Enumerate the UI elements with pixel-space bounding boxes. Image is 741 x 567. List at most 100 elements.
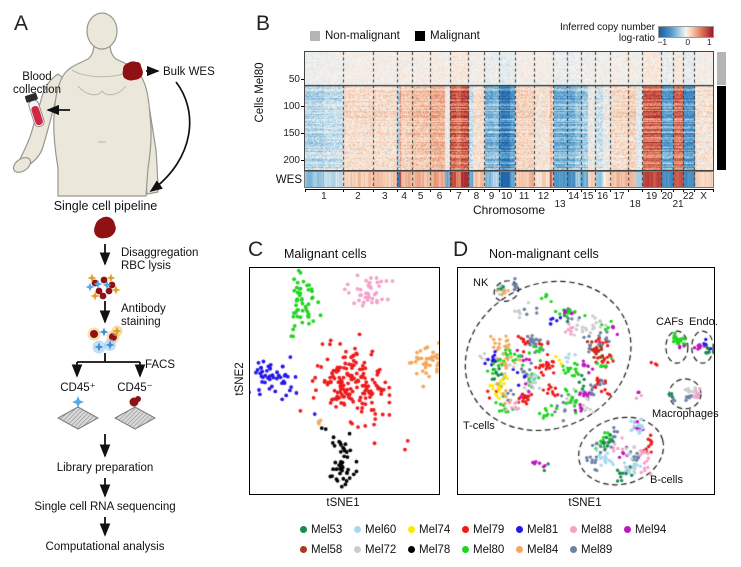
staining-label: staining (121, 316, 161, 328)
legend-label-Mel72: Mel72 (365, 544, 397, 556)
chromosome-axis-tick (553, 189, 555, 192)
legend-label-Mel89: Mel89 (581, 544, 613, 556)
macrophages-cluster-label: Macrophages (652, 408, 719, 420)
tumor-sample-icon (94, 216, 116, 239)
heatmap-ytick-label: 100 (283, 101, 300, 113)
tsne-malignant-plot (249, 267, 440, 495)
stained-cells-icon (87, 325, 123, 354)
chromosome-axis-tick (342, 189, 344, 192)
legend-item-Mel72: Mel72 (354, 544, 408, 556)
endo-cluster-label: Endo. (689, 316, 718, 328)
wes-row-label: WES (275, 174, 302, 186)
chromosome-label-6: 6 (436, 191, 443, 202)
nonmalignant-legend-label: Non-malignant (325, 30, 400, 42)
chromosome-label-X: X (700, 191, 707, 202)
legend-dot-Mel80 (462, 546, 469, 553)
cd45-positive-label: CD45⁺ (60, 382, 96, 394)
legend-label-Mel81: Mel81 (527, 524, 559, 536)
chromosome-label-22: 22 (682, 191, 694, 202)
sequencing-label: Single cell RNA sequencing (34, 501, 176, 513)
chromosome-axis-tick (514, 189, 516, 192)
library-preparation-label: Library preparation (56, 462, 154, 474)
legend-item-Mel94: Mel94 (624, 524, 678, 536)
nonmalignant-sidebar (717, 52, 726, 85)
analysis-label: Computational analysis (45, 541, 165, 553)
cell-cluster-icon (85, 273, 121, 301)
chromosome-label-10: 10 (501, 191, 513, 202)
chromosome-axis-tick (673, 189, 675, 192)
legend-item-Mel60: Mel60 (354, 524, 408, 536)
chromosome-axis-tick (642, 189, 644, 192)
legend-item-Mel79: Mel79 (462, 524, 516, 536)
malignant-sidebar (717, 86, 726, 170)
legend-dot-Mel58 (300, 546, 307, 553)
legend-label-Mel84: Mel84 (527, 544, 559, 556)
heatmap-ytick-label: 150 (283, 127, 300, 139)
tsne-d-xlabel: tSNE1 (568, 497, 602, 509)
samples-legend: Mel53 Mel60 Mel74 Mel79 Mel81 Mel88 Mel94 Mel58… (300, 524, 678, 564)
legend-dot-Mel79 (462, 526, 469, 533)
chromosome-label-16: 16 (596, 191, 609, 202)
chromosome-axis-tick (661, 189, 663, 192)
antibody-label: Antibody (121, 303, 166, 315)
chromosome-label-12: 12 (537, 191, 550, 202)
rbc-lysis-label: RBC lysis (121, 260, 171, 272)
panel-c-title: Malignant cells (284, 247, 367, 261)
colorbar-title-line1: Inferred copy number (559, 22, 655, 33)
legend-dot-Mel89 (570, 546, 577, 553)
wes-strip-box (304, 171, 714, 188)
chromosome-label-3: 3 (382, 191, 388, 202)
cnv-heatmap-box (304, 51, 714, 171)
bulk-wes-label: Bulk WES (163, 66, 215, 78)
nonmalignant-legend-swatch (310, 31, 320, 41)
malignant-legend-label: Malignant (430, 30, 480, 42)
legend-dot-Mel74 (408, 526, 415, 533)
chromosome-axis-tick (628, 189, 629, 192)
chromosome-axis-tick (373, 189, 374, 192)
legend-dot-Mel88 (570, 526, 577, 533)
legend-dot-Mel78 (408, 546, 415, 553)
bcells-cluster-label: B-cells (650, 474, 684, 486)
tumor-icon (122, 61, 143, 81)
legend-label-Mel53: Mel53 (311, 524, 343, 536)
tsne-c-ylabel: tSNE2 (234, 362, 246, 396)
chromosome-label-20: 20 (661, 191, 673, 202)
legend-label-Mel58: Mel58 (311, 544, 343, 556)
legend-item-Mel58: Mel58 (300, 544, 354, 556)
chromosome-axis-tick (610, 189, 612, 192)
chromosome-label-21: 21 (672, 199, 684, 210)
chromosome-axis-tick (713, 189, 714, 192)
colorbar-tick-label: 0 (685, 37, 691, 47)
samples-legend-row: Mel53 Mel60 Mel74 Mel79 Mel81 Mel88 Mel94 (300, 524, 678, 544)
chromosome-axis-tick (594, 189, 596, 192)
blood-collection-label: Blood collection (13, 71, 61, 96)
chromosome-label-15: 15 (582, 191, 594, 202)
legend-dot-Mel60 (354, 526, 361, 533)
cd45pos-cells-icon (72, 396, 84, 408)
panel-a-label: A (14, 12, 29, 35)
body-head (86, 12, 118, 50)
legend-label-Mel78: Mel78 (419, 544, 451, 556)
legend-dot-Mel72 (354, 546, 361, 553)
single-cell-pipeline-label: Single cell pipeline (53, 199, 158, 213)
chromosome-label-5: 5 (417, 191, 424, 202)
chromosome-axis-tick (566, 189, 568, 192)
chromosome-label-19: 19 (646, 191, 658, 202)
panel-c-label: C (248, 238, 264, 261)
panel-b-label: B (256, 12, 271, 35)
chromosome-axis-tick (468, 189, 470, 192)
chromosome-axis-tick (449, 189, 451, 192)
cafs-cluster-label: CAFs (656, 316, 684, 328)
heatmap-xlabel: Chromosome (472, 203, 546, 217)
cnv-heatmap-canvas (305, 52, 713, 170)
chromosome-label-14: 14 (568, 191, 580, 202)
chromosome-label-9: 9 (488, 191, 495, 202)
tcells-cluster-label: T-cells (463, 420, 495, 432)
colorbar-tick-label: 1 (706, 37, 712, 47)
legend-item-Mel81: Mel81 (516, 524, 570, 536)
malignant-legend-swatch (415, 31, 425, 41)
legend-label-Mel60: Mel60 (365, 524, 397, 536)
plate-icon-right (113, 406, 157, 430)
tsne-malignant-canvas (250, 268, 439, 494)
